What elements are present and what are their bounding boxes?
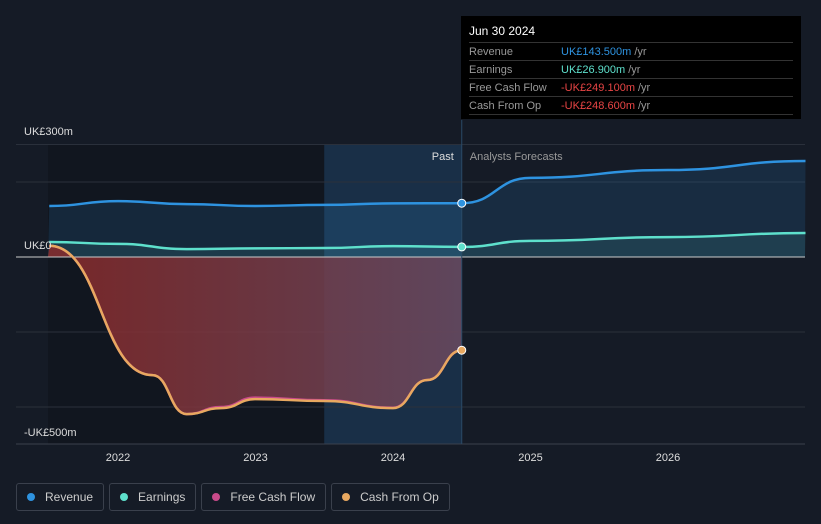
chart: UK£300m UK£0 -UK£500m 2022 2023 2024 2025 2026 P… xyxy=(16,120,806,464)
tooltip-unit: /yr xyxy=(628,63,641,76)
tooltip-value: -UK£248.600m xyxy=(561,99,635,112)
y-tick-label: UK£0 xyxy=(24,240,52,252)
x-tick-label: 2024 xyxy=(381,452,405,464)
tooltip-value: -UK£249.100m xyxy=(561,81,635,94)
legend: Revenue Earnings Free Cash Flow Cash From O… xyxy=(16,483,450,511)
tooltip-row: Free Cash Flow -UK£249.100m/yr xyxy=(469,78,793,96)
y-tick-label: -UK£500m xyxy=(24,427,77,439)
tooltip-label: Revenue xyxy=(469,45,514,58)
y-tick-label: UK£300m xyxy=(24,126,73,138)
cash-from-op-point xyxy=(457,345,467,355)
x-tick-label: 2022 xyxy=(106,452,130,464)
x-tick-label: 2023 xyxy=(243,452,267,464)
legend-dot-icon xyxy=(212,493,221,501)
tooltip-date: Jun 30 2024 xyxy=(469,24,536,38)
cash-area xyxy=(48,245,462,415)
legend-label: Free Cash Flow xyxy=(230,490,316,504)
legend-dot-icon xyxy=(27,493,35,501)
cash-from-op-line xyxy=(49,244,462,416)
tooltip-label: Cash From Op xyxy=(469,99,542,112)
tooltip-row: Revenue UK£143.500m/yr xyxy=(469,42,793,60)
x-tick-label: 2025 xyxy=(518,452,542,464)
legend-label: Earnings xyxy=(138,490,186,504)
legend-item-earnings[interactable]: Earnings xyxy=(109,483,197,511)
legend-dot-icon xyxy=(120,493,129,501)
tooltip-value: UK£26.900m xyxy=(561,63,626,76)
revenue-point xyxy=(457,198,467,208)
legend-label: Cash From Op xyxy=(360,490,439,504)
tooltip-unit: /yr xyxy=(634,45,647,58)
x-tick-label: 2026 xyxy=(656,452,680,464)
tooltip-value: UK£143.500m xyxy=(561,45,632,58)
legend-label: Revenue xyxy=(45,490,94,504)
revenue-line xyxy=(49,159,806,208)
tooltip: Jun 30 2024 Revenue UK£143.500m/yr Earning… xyxy=(461,16,801,119)
tooltip-unit: /yr xyxy=(638,99,651,112)
forecast-label: Analysts Forecasts xyxy=(470,151,563,163)
legend-item-free-cash-flow[interactable]: Free Cash Flow xyxy=(201,483,327,511)
tooltip-label: Free Cash Flow xyxy=(469,81,547,94)
legend-dot-icon xyxy=(342,493,351,501)
legend-item-revenue[interactable]: Revenue xyxy=(16,483,105,511)
tooltip-row: Earnings UK£26.900m/yr xyxy=(469,60,793,78)
past-label: Past xyxy=(432,151,454,163)
tooltip-row: Cash From Op -UK£248.600m/yr xyxy=(469,96,793,115)
earnings-line xyxy=(49,231,806,251)
tooltip-unit: /yr xyxy=(638,81,651,94)
legend-item-cash-from-op[interactable]: Cash From Op xyxy=(331,483,450,511)
revenue-area xyxy=(48,161,806,257)
earnings-point xyxy=(457,242,467,252)
tooltip-label: Earnings xyxy=(469,63,513,76)
